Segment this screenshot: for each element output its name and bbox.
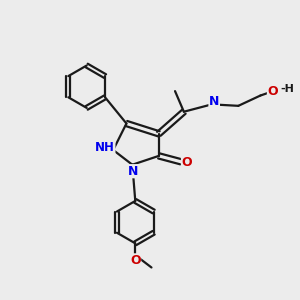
Text: O: O: [130, 254, 141, 267]
Text: N: N: [209, 95, 219, 108]
Text: O: O: [268, 85, 278, 98]
Text: -H: -H: [280, 84, 294, 94]
Text: NH: NH: [95, 141, 115, 154]
Text: O: O: [182, 157, 192, 169]
Text: N: N: [128, 165, 138, 178]
